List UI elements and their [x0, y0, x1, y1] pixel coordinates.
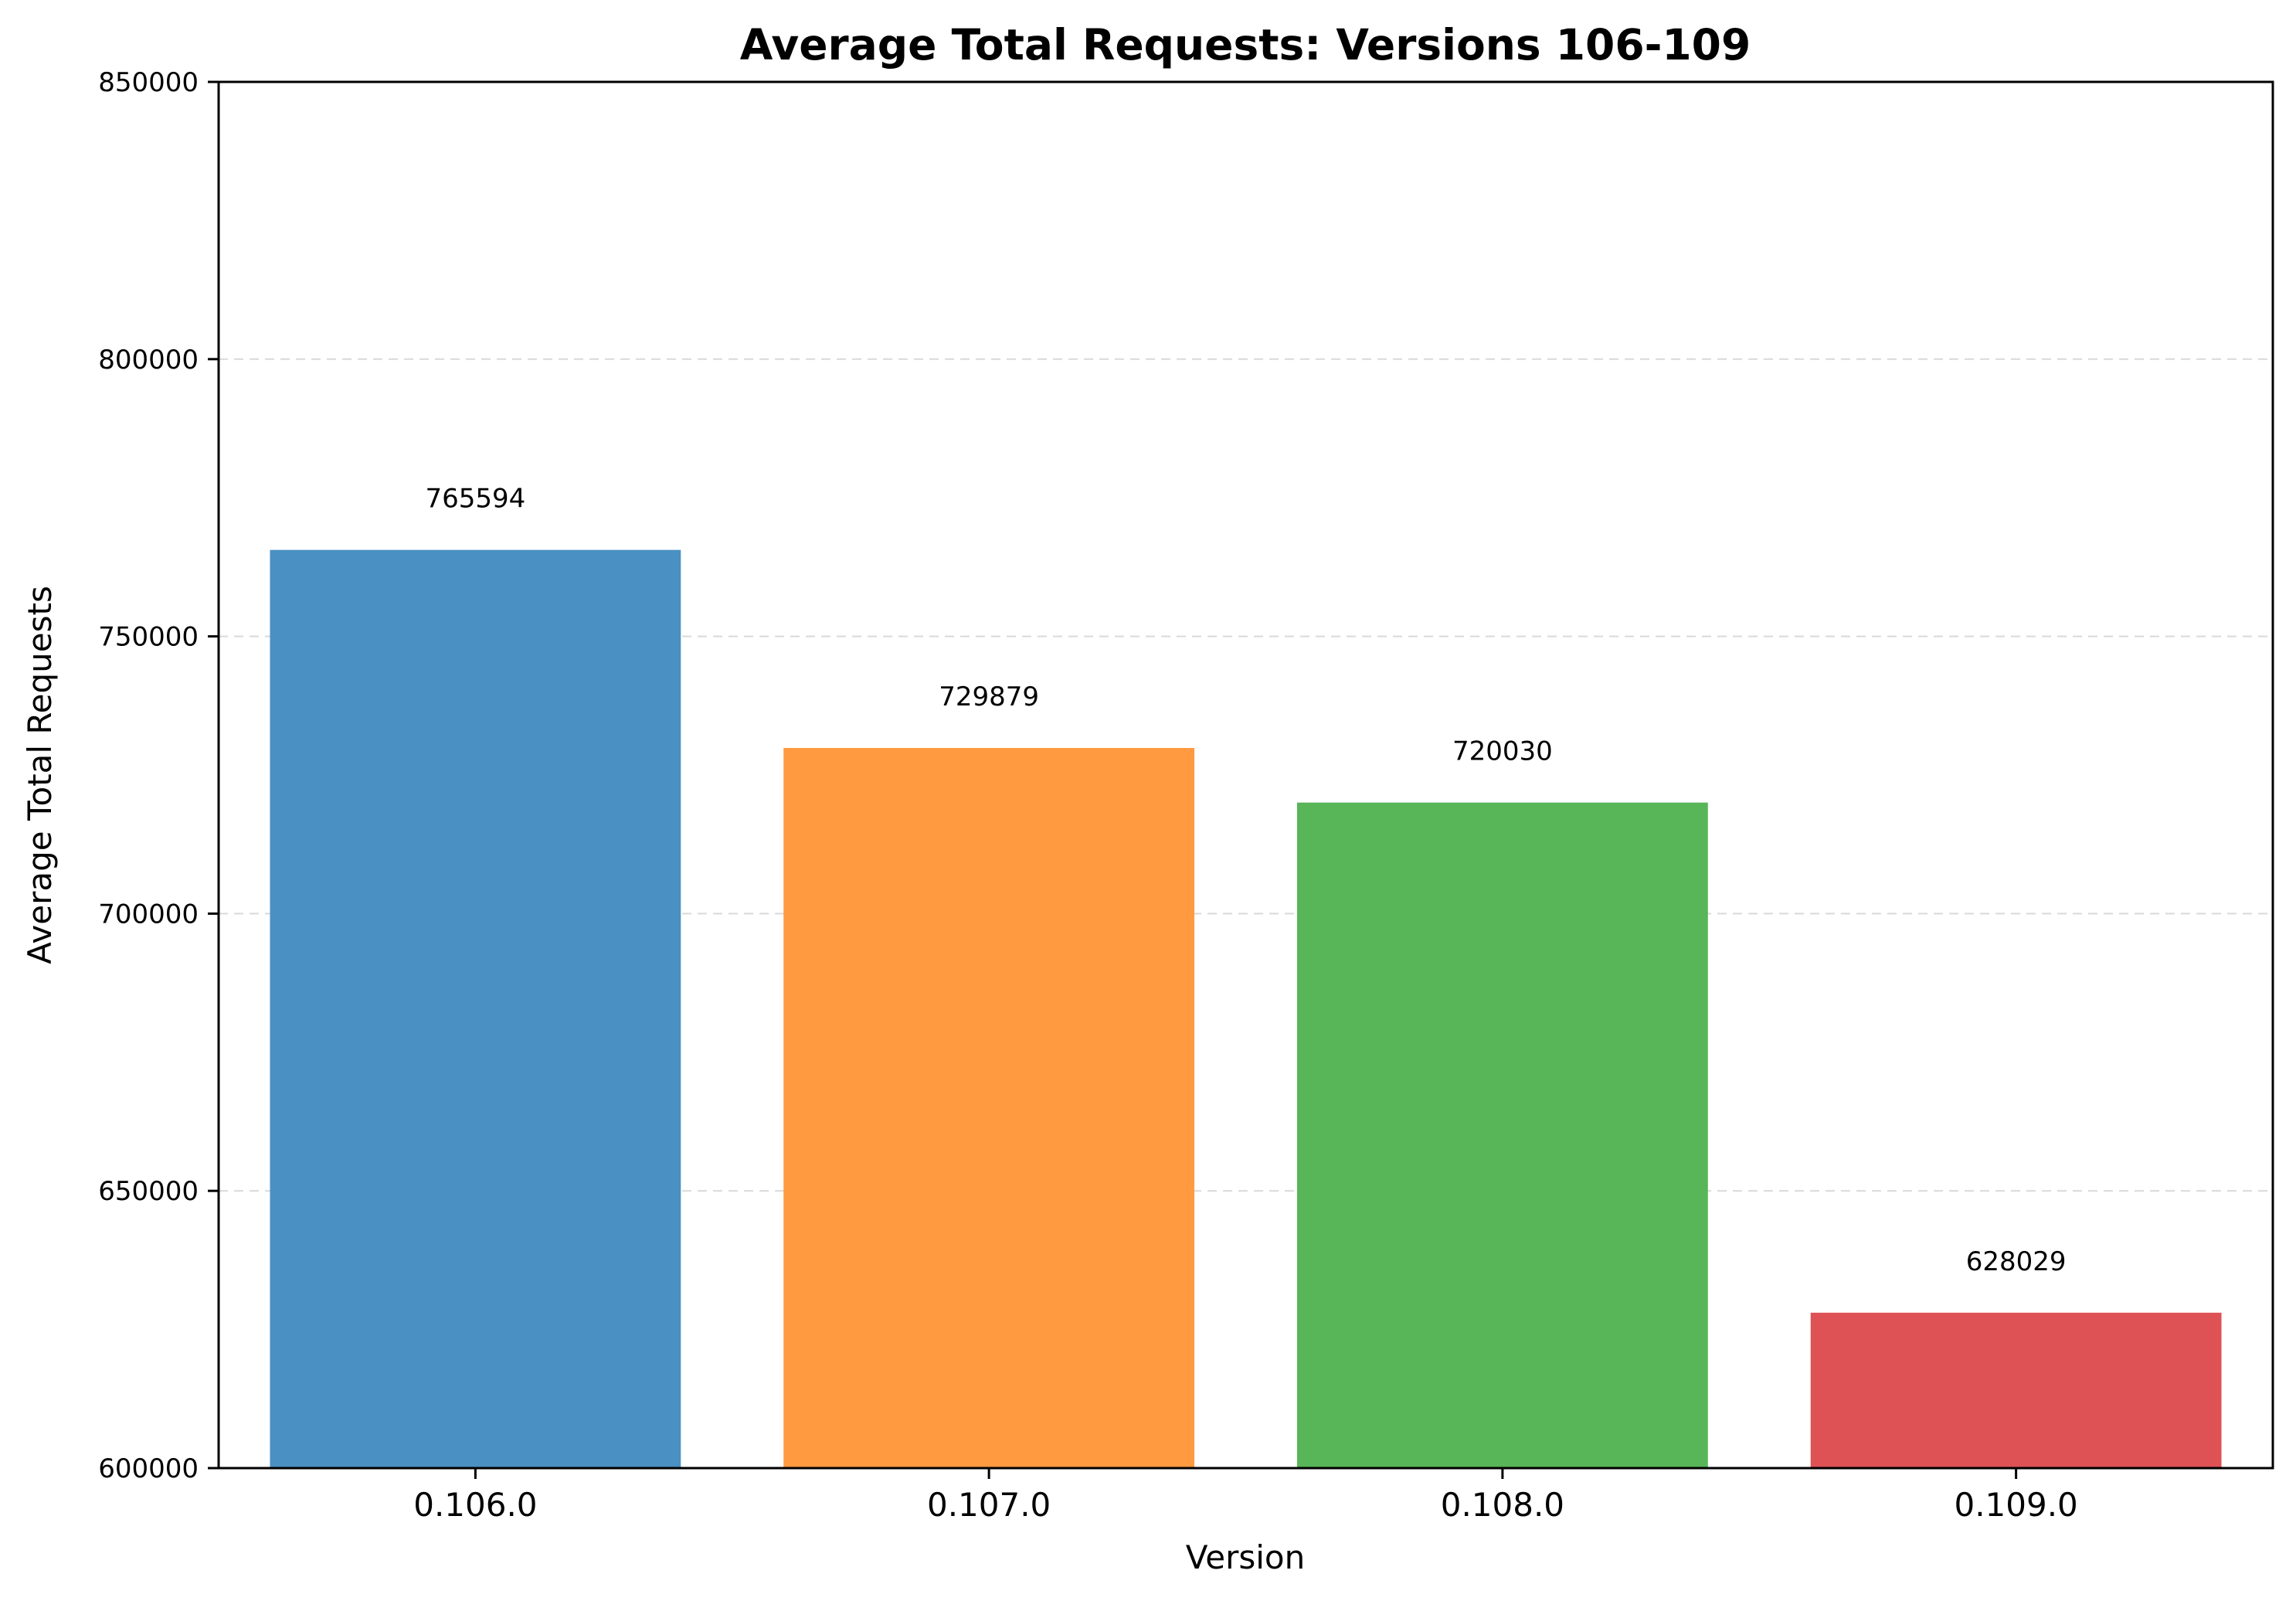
data-labels: 765594 729879 720030 628029 [425, 484, 2066, 1277]
bars [270, 549, 2222, 1468]
data-label-0.109.0: 628029 [1966, 1246, 2067, 1277]
y-tick-label: 700000 [98, 899, 199, 930]
plot-area-frame [217, 80, 2274, 1470]
y-axis-label: Average Total Requests [21, 586, 59, 964]
x-tick-label: 0.109.0 [1954, 1486, 2077, 1524]
data-label-0.107.0: 729879 [939, 682, 1039, 712]
x-tick-label: 0.106.0 [413, 1486, 537, 1524]
bar-0.109.0 [1810, 1312, 2222, 1468]
bar-0.106.0 [270, 549, 681, 1468]
bar-0.108.0 [1296, 802, 1708, 1468]
y-tick-label: 600000 [98, 1453, 199, 1484]
chart-title: Average Total Requests: Versions 106-109 [740, 20, 1751, 70]
y-tick-label: 750000 [98, 622, 199, 653]
y-tick-label: 800000 [98, 345, 199, 376]
y-axis-ticks: 600000 650000 700000 750000 800000 850000 [98, 67, 219, 1484]
bar-0.107.0 [783, 747, 1195, 1468]
y-tick-label: 650000 [98, 1176, 199, 1207]
data-label-0.108.0: 720030 [1452, 736, 1553, 767]
x-tick-label: 0.108.0 [1441, 1486, 1564, 1524]
data-label-0.106.0: 765594 [425, 484, 525, 515]
y-tick-label: 850000 [98, 67, 199, 98]
x-axis-label: Version [1186, 1538, 1305, 1576]
x-tick-label: 0.107.0 [927, 1486, 1051, 1524]
x-axis-ticks: 0.106.0 0.107.0 0.108.0 0.109.0 [413, 1468, 2078, 1524]
